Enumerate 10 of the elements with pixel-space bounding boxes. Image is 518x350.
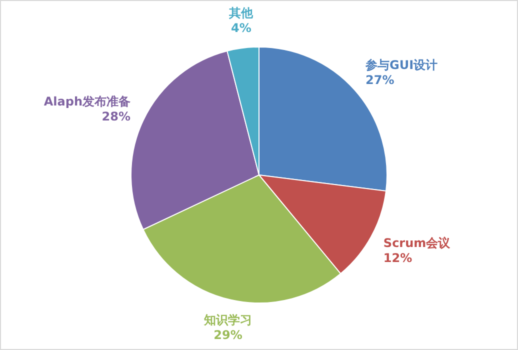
- slice-label: Scrum会议: [383, 236, 452, 250]
- data-label: 29%: [214, 328, 242, 342]
- slice-label: Alaph发布准备: [44, 94, 131, 109]
- slice-label: 参与GUI设计: [364, 58, 438, 72]
- slice-label: 其他: [228, 6, 254, 20]
- data-label: 4%: [231, 21, 252, 36]
- data-label: 12%: [383, 251, 412, 266]
- data-label: 27%: [366, 72, 394, 87]
- data-label: 28%: [102, 110, 131, 124]
- slice-label: 知识学习: [203, 313, 252, 328]
